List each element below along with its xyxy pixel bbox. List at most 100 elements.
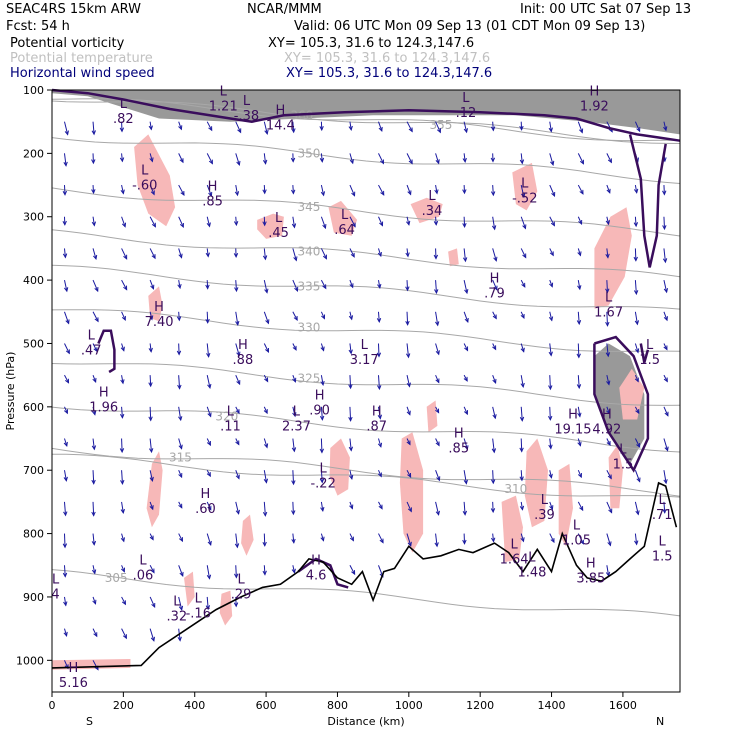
wind-vector-3-14 [149,565,155,574]
wind-vector-shaft [64,438,68,447]
wind-vector-head [120,508,125,515]
wind-vector-shaft [263,470,267,483]
wind-vector-head [490,479,496,485]
wind-vector-0-2 [62,185,68,196]
wind-vector-19-13 [606,533,612,547]
isentrope-line-305 [51,569,681,617]
wind-vector-shaft [92,311,99,322]
wind-vector-head [63,631,68,637]
wind-vector-shaft [520,501,523,510]
wind-vector-16-1 [519,153,525,165]
wind-vector-3-4 [149,248,156,260]
wind-vector-2-1 [119,153,125,163]
wind-vector-shaft [634,121,641,132]
wind-vector-12-1 [406,153,413,165]
wind-vector-13-2 [434,184,439,195]
wind-vector-head [234,191,240,197]
extremum-letter-35: H [311,553,321,568]
wind-vector-head [64,130,69,136]
wind-vector-shaft [292,185,294,194]
wind-vector-0-1 [63,153,68,167]
wind-vector-shaft [92,374,97,383]
wind-vector-shaft [263,565,266,575]
wind-vector-14-3 [462,216,467,229]
wind-vector-head [148,416,153,422]
wind-vector-head [208,191,213,197]
wind-vector-head [634,348,640,354]
wind-vector-head [180,191,185,197]
field-pv-name: Potential vorticity [10,36,125,51]
extremum-value-23: .87 [366,420,387,435]
wind-vector-shaft [463,248,466,262]
wind-vector-head [320,346,325,352]
wind-vector-shaft [92,660,99,670]
field-wind-xy: XY= 105.3, 31.6 to 124.3,147.6 [286,66,492,81]
wind-vector-8-8 [292,374,297,383]
wind-vector-head [120,567,126,573]
wind-vector-shaft [377,406,381,419]
wind-vector-shaft [263,153,267,164]
plot-frame [51,89,681,693]
wind-vector-shaft [520,438,523,452]
wind-vector-12-7 [405,343,411,359]
wind-vector-9-12 [320,501,325,513]
wind-vector-shaft [92,248,97,260]
wind-vector-head [262,511,268,517]
wind-vector-7-6 [263,311,270,325]
wind-vector-15-7 [492,343,497,351]
wind-vector-shaft [178,406,182,421]
wind-vector-shaft [178,121,182,130]
wind-vector-head [207,505,212,511]
wind-vector-head [606,441,611,447]
forecast-hour: Fcst: 54 h [6,19,70,34]
wind-vector-head [236,351,241,357]
wind-vector-head [177,636,182,642]
wind-vector-16-5 [520,279,526,288]
wind-vector-12-3 [406,216,411,226]
wind-vector-16-11 [519,470,524,482]
wind-vector-head [550,221,555,227]
wind-vector-head [407,507,412,513]
wind-vector-head [605,220,610,226]
wind-vector-9-5 [320,279,327,290]
wind-vector-19-11 [606,469,612,480]
wind-vector-1-12 [91,501,96,517]
extremum-value-25: 4.92 [592,423,621,438]
wind-vector-head [262,189,267,195]
wind-vector-head [351,191,356,197]
wind-vector-shaft [435,311,439,326]
wind-vector-head [121,222,127,228]
extremum-value-7: .85 [202,195,223,210]
wind-vector-6-3 [233,216,239,227]
wind-vector-8-11 [291,470,296,486]
wind-vector-5-7 [206,343,211,358]
wind-vector-5-0 [206,121,213,132]
wind-vector-head [349,504,354,510]
wind-vector-shaft [577,184,584,195]
wind-vector-shaft [406,343,410,358]
wind-vector-head [65,378,70,384]
wind-vector-shaft [178,248,183,258]
wind-vector-shaft [349,438,352,451]
wind-vector-16-13 [520,533,525,543]
wind-vector-19-12 [606,501,613,514]
wind-vector-18-11 [577,470,582,479]
wind-vector-shaft [377,375,380,390]
wind-vector-shaft [206,533,212,546]
wind-vector-10-9 [348,406,353,422]
extremum-value-38: 3.85 [576,572,605,587]
wind-vector-head [94,287,99,293]
wind-vector-9-2 [320,184,326,197]
wind-vector-3-0 [148,121,153,131]
wind-vector-15-2 [490,185,496,197]
wind-vector-shaft [577,343,580,358]
pv-contour-4 [639,343,650,363]
wind-vector-shaft [320,470,323,483]
wind-vector-shaft [520,248,527,258]
wind-vector-head [405,286,410,292]
wind-vector-head [606,380,611,386]
wind-vector-head [293,256,298,262]
wind-vector-0-14 [62,565,68,578]
wind-vector-shaft [92,406,96,415]
